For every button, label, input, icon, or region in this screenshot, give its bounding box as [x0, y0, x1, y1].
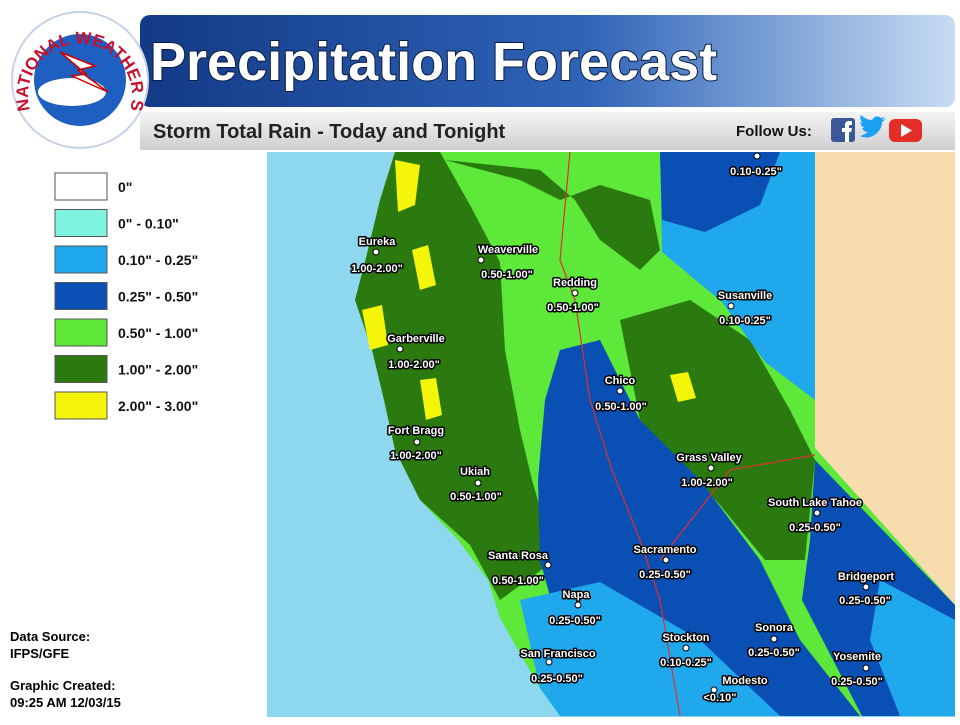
legend-swatch	[54, 282, 108, 310]
city-dot	[862, 664, 870, 672]
facebook-glyph	[842, 121, 852, 142]
city-amount: 0.25-0.50"	[831, 676, 883, 688]
city-name: Garberville	[387, 333, 444, 345]
city-name: Susanville	[718, 290, 772, 302]
city-amount: 0.10-0.25"	[730, 166, 782, 178]
city-amount: 1.00-2.00"	[388, 359, 440, 371]
city-name: Eureka	[359, 236, 397, 248]
logo-bolt	[59, 51, 109, 93]
youtube-glyph	[901, 124, 912, 137]
city-dot	[545, 658, 553, 666]
city-amount: 1.00-2.00"	[351, 263, 403, 275]
city-name: Yosemite	[833, 651, 881, 663]
city-dot	[372, 248, 380, 256]
legend-swatch	[54, 172, 108, 201]
city-amount: 0.50-1.00"	[450, 491, 502, 503]
city-name: South Lake Tahoe	[768, 497, 862, 509]
city-name: San Francisco	[520, 648, 595, 660]
source: IFPS/GFE	[10, 646, 70, 661]
legend-swatch	[54, 318, 108, 347]
legend-swatch	[54, 245, 108, 274]
created: 09:25 AM 12/03/15	[10, 695, 121, 710]
city-dot	[727, 302, 735, 310]
city-amount: 0.10-0.25"	[719, 315, 771, 327]
city-name: Sacramento	[634, 544, 697, 556]
city-amount: 0.25-0.50"	[748, 647, 800, 659]
city-dot	[396, 345, 404, 353]
city-amount: 0.50-1.00"	[481, 269, 533, 281]
title-banner	[140, 15, 955, 107]
cities: 0.10-0.25" Eureka 1.00-2.00" Weaverville 0.5…	[350, 152, 896, 706]
follow-us: Follow Us:	[736, 123, 812, 140]
city-dot	[571, 289, 579, 297]
legend-label: 0.10" - 0.25"	[118, 252, 198, 268]
city-amount: 0.25-0.50"	[839, 595, 891, 607]
legend: 0" 0" - 0.10" 0.10" - 0.25" 0.25" - 0.50" 0.…	[54, 172, 198, 420]
city-dot	[616, 387, 624, 395]
city-name: Modesto	[722, 675, 768, 687]
city-name: Stockton	[662, 632, 709, 644]
legend-label: 0.25" - 0.50"	[118, 289, 198, 305]
city-dot	[413, 438, 421, 446]
city-dot	[474, 479, 482, 487]
city-dot	[710, 686, 718, 694]
city-amount: 1.00-2.00"	[390, 450, 442, 462]
city-name: Sonora	[755, 622, 794, 634]
legend-label: 1.00" - 2.00"	[118, 362, 198, 378]
city-dot	[753, 152, 761, 160]
city-dot	[862, 583, 870, 591]
source-label: Data Source:	[10, 629, 90, 644]
logo-cloud	[38, 78, 106, 106]
legend-label: 0.50" - 1.00"	[118, 325, 198, 341]
city-amount: 0.50-1.00"	[595, 401, 647, 413]
city-name: Napa	[563, 589, 591, 601]
header: Precipitation Forecast Storm Total Rain …	[0, 0, 955, 150]
city-dot	[813, 509, 821, 517]
city-dot	[682, 644, 690, 652]
city-dot	[477, 256, 485, 264]
city-name: Chico	[605, 375, 636, 387]
city-name: Grass Valley	[676, 452, 742, 464]
city-name: Redding	[553, 277, 597, 289]
legend-swatch	[54, 209, 108, 237]
city-amount: 0.25-0.50"	[531, 673, 583, 685]
city-amount: 0.25-0.50"	[789, 522, 841, 534]
created-label: Graphic Created:	[10, 678, 115, 693]
city-amount: 0.25-0.50"	[639, 569, 691, 581]
legend-swatch	[54, 391, 108, 420]
city-dot	[770, 635, 778, 643]
city-amount: 0.10-0.25"	[660, 657, 712, 669]
map	[267, 151, 955, 717]
city-amount: 0.50-1.00"	[492, 575, 544, 587]
twitter-icon[interactable]	[860, 115, 886, 138]
city-name: Weaverville	[478, 244, 538, 256]
city-name: Ukiah	[460, 466, 490, 478]
city-amount: 0.50-1.00"	[547, 302, 599, 314]
city-amount: <0.10"	[703, 692, 736, 704]
city-name: Bridgeport	[838, 571, 895, 583]
legend-label: 0"	[118, 179, 132, 195]
city-name: Santa Rosa	[488, 550, 549, 562]
city-amount: 0.25-0.50"	[549, 615, 601, 627]
legend-swatch	[54, 355, 108, 383]
subtitle-bar	[140, 112, 955, 150]
city-name: Fort Bragg	[388, 425, 444, 437]
subtitle: Storm Total Rain - Today and Tonight	[153, 121, 506, 143]
city-dot	[707, 464, 715, 472]
legend-label: 2.00" - 3.00"	[118, 398, 198, 414]
city-dot	[574, 601, 582, 609]
city-dot	[544, 561, 552, 569]
city-amount: 1.00-2.00"	[681, 477, 733, 489]
city-dot	[662, 556, 670, 564]
title: Precipitation Forecast	[150, 32, 717, 92]
legend-label: 0" - 0.10"	[118, 216, 179, 232]
